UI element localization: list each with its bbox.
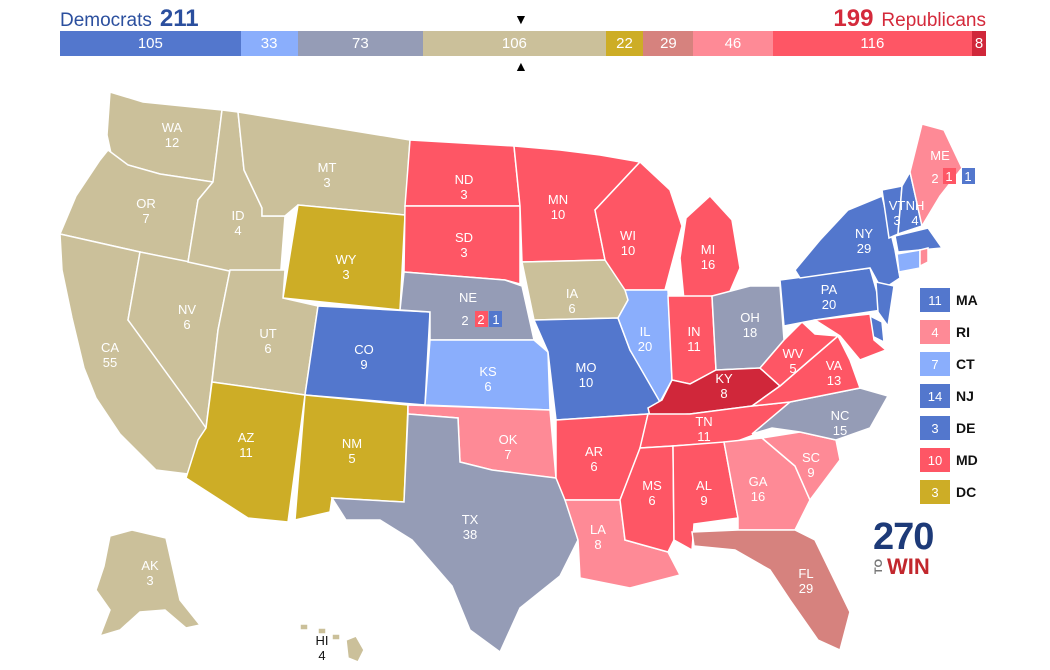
small-state-ev-ct[interactable]: 7	[920, 352, 950, 376]
small-states-list: 11 MA 4 RI 7 CT 14 NJ 3 DE 10 MD 3 DC	[920, 288, 978, 512]
republicans-total: 199	[833, 5, 874, 32]
state-md[interactable]	[812, 313, 888, 361]
state-ak[interactable]	[95, 529, 202, 638]
republicans-header: 199 Republicans	[833, 5, 986, 32]
small-state-abbr-ct: CT	[956, 356, 975, 372]
electoral-tally-bar: 105 33 73 106 22 29 46 116 8	[60, 31, 986, 56]
state-wy[interactable]	[282, 204, 406, 311]
republicans-label: Republicans	[881, 10, 986, 31]
small-state-row-nj[interactable]: 14 NJ	[920, 384, 978, 408]
small-state-abbr-de: DE	[956, 420, 976, 436]
state-ev-hi: 4	[318, 648, 325, 663]
state-wi[interactable]	[594, 160, 683, 291]
small-state-abbr-ma: MA	[956, 292, 978, 308]
tally-segment-0[interactable]: 105	[60, 31, 241, 56]
state-nj[interactable]	[875, 281, 895, 328]
small-state-ev-dc[interactable]: 3	[920, 480, 950, 504]
small-state-row-ma[interactable]: 11 MA	[920, 288, 978, 312]
small-state-row-de[interactable]: 3 DE	[920, 416, 978, 440]
tally-segment-4[interactable]: 22	[605, 31, 644, 56]
state-in[interactable]	[667, 295, 717, 385]
logo-win: WIN	[887, 554, 930, 579]
ne-district-box-2[interactable]	[489, 311, 502, 327]
logo-number: 270	[873, 516, 934, 558]
state-label-hi: HI	[316, 633, 329, 648]
state-ks[interactable]	[424, 339, 551, 411]
midpoint-marker-top: ▼	[514, 11, 528, 27]
state-co[interactable]	[304, 305, 431, 406]
small-state-ev-md[interactable]: 10	[920, 448, 950, 472]
small-state-abbr-md: MD	[956, 452, 978, 468]
state-mt[interactable]	[237, 111, 411, 217]
state-sd[interactable]	[403, 205, 521, 285]
small-state-ev-nj[interactable]: 14	[920, 384, 950, 408]
state-az[interactable]	[185, 381, 306, 523]
small-state-row-ct[interactable]: 7 CT	[920, 352, 978, 376]
democrats-header: Democrats 211	[60, 5, 199, 32]
state-mi[interactable]	[679, 194, 741, 301]
state-ma[interactable]	[894, 227, 944, 253]
small-state-row-dc[interactable]: 3 DC	[920, 480, 978, 504]
small-state-abbr-ri: RI	[956, 324, 970, 340]
me-district-box-2[interactable]	[962, 168, 975, 184]
small-state-ev-de[interactable]: 3	[920, 416, 950, 440]
logo-to: TO	[873, 559, 885, 575]
democrats-total: 211	[159, 5, 199, 32]
tally-segment-5[interactable]: 29	[643, 31, 694, 56]
small-state-ev-ri[interactable]: 4	[920, 320, 950, 344]
small-state-abbr-nj: NJ	[956, 388, 974, 404]
270towin-logo: 270 TO WIN	[873, 518, 943, 582]
midpoint-marker-bottom: ▲	[514, 58, 528, 74]
small-state-row-ri[interactable]: 4 RI	[920, 320, 978, 344]
small-state-row-md[interactable]: 10 MD	[920, 448, 978, 472]
state-fl[interactable]	[691, 529, 851, 652]
tally-segment-8[interactable]: 8	[972, 31, 986, 56]
state-tx[interactable]	[330, 413, 579, 654]
democrats-label: Democrats	[60, 10, 152, 31]
me-district-box-1[interactable]	[943, 168, 956, 184]
tally-segment-6[interactable]: 46	[693, 31, 773, 56]
state-nd[interactable]	[404, 139, 521, 207]
state-wv[interactable]	[758, 320, 840, 388]
state-ct[interactable]	[896, 249, 921, 273]
small-state-ev-ma[interactable]: 11	[920, 288, 950, 312]
ne-district-box-1[interactable]	[475, 311, 488, 327]
state-hi[interactable]	[345, 635, 365, 663]
tally-segment-1[interactable]: 33	[240, 31, 298, 56]
tally-segment-3[interactable]: 106	[423, 31, 606, 56]
state-ri[interactable]	[919, 247, 929, 268]
tally-segment-2[interactable]: 73	[297, 31, 424, 56]
state-hi-islands[interactable]	[299, 623, 341, 641]
small-state-abbr-dc: DC	[956, 484, 977, 500]
tally-segment-7[interactable]: 116	[772, 31, 973, 56]
